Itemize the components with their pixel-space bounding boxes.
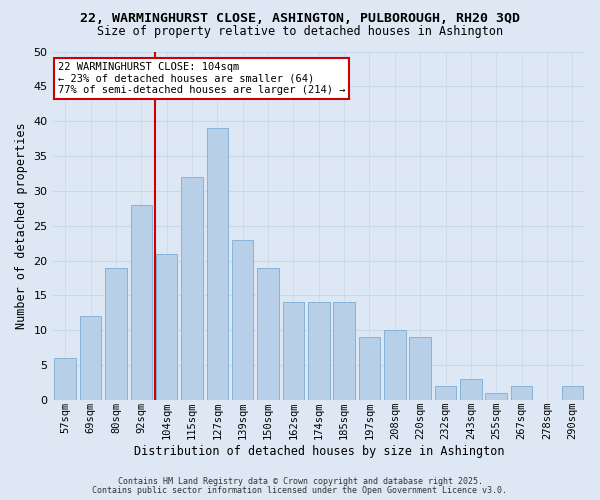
Bar: [283, 302, 304, 400]
Bar: [181, 177, 203, 400]
Text: 22, WARMINGHURST CLOSE, ASHINGTON, PULBOROUGH, RH20 3QD: 22, WARMINGHURST CLOSE, ASHINGTON, PULBO…: [80, 12, 520, 26]
Y-axis label: Number of detached properties: Number of detached properties: [15, 122, 28, 329]
Bar: [511, 386, 532, 400]
X-axis label: Distribution of detached houses by size in Ashington: Distribution of detached houses by size …: [134, 444, 504, 458]
Bar: [435, 386, 457, 400]
Bar: [334, 302, 355, 400]
Bar: [55, 358, 76, 400]
Bar: [460, 379, 482, 400]
Text: 22 WARMINGHURST CLOSE: 104sqm
← 23% of detached houses are smaller (64)
77% of s: 22 WARMINGHURST CLOSE: 104sqm ← 23% of d…: [58, 62, 346, 95]
Bar: [485, 393, 507, 400]
Text: Contains public sector information licensed under the Open Government Licence v3: Contains public sector information licen…: [92, 486, 508, 495]
Bar: [359, 338, 380, 400]
Bar: [562, 386, 583, 400]
Bar: [131, 205, 152, 400]
Bar: [105, 268, 127, 400]
Bar: [156, 254, 178, 400]
Bar: [257, 268, 279, 400]
Bar: [409, 338, 431, 400]
Bar: [384, 330, 406, 400]
Bar: [232, 240, 253, 400]
Text: Contains HM Land Registry data © Crown copyright and database right 2025.: Contains HM Land Registry data © Crown c…: [118, 477, 482, 486]
Bar: [206, 128, 228, 400]
Bar: [308, 302, 329, 400]
Text: Size of property relative to detached houses in Ashington: Size of property relative to detached ho…: [97, 25, 503, 38]
Bar: [80, 316, 101, 400]
